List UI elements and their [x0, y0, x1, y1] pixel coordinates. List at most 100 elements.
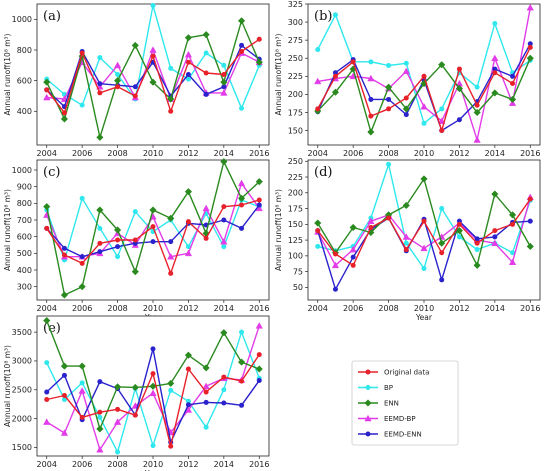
data-point-bp — [150, 443, 156, 449]
data-point-bp — [185, 244, 191, 250]
data-point-bp — [368, 59, 374, 65]
data-point-enn — [349, 223, 357, 232]
data-point-enn — [131, 41, 139, 50]
data-point-eemd-bp — [491, 54, 499, 62]
data-point-enn — [167, 95, 175, 103]
x-tick-label: 2016 — [249, 304, 269, 313]
data-point-eemd-enn — [203, 399, 209, 405]
data-point-enn — [149, 206, 157, 214]
data-point-eemd-bp — [184, 249, 193, 257]
data-point-original-data — [97, 409, 103, 415]
y-tick-label: 3500 — [12, 328, 32, 337]
data-point-bp — [510, 250, 516, 256]
data-point-eemd-bp — [202, 204, 210, 212]
data-point-enn — [220, 158, 228, 166]
legend-marker — [365, 431, 371, 437]
data-point-original-data — [150, 371, 156, 377]
x-tick-label: 2016 — [520, 304, 540, 313]
data-point-original-data — [439, 128, 445, 134]
data-point-eemd-bp — [438, 117, 446, 124]
chart-panel-3: 300 400 500 600 700 800 900 1000 2004 2006 2008 201… — [3, 158, 269, 322]
legend-item-original-data: Original data — [358, 369, 429, 377]
data-point-bp — [386, 161, 392, 167]
data-point-enn — [508, 95, 517, 104]
x-tick-label: 2014 — [214, 460, 234, 469]
data-point-bp — [421, 265, 427, 271]
y-axis-label: Annual runoff(10⁸ m³) — [3, 33, 12, 115]
data-point-bp — [97, 414, 103, 420]
data-point-eemd-enn — [256, 202, 262, 208]
data-point-eemd-bp — [149, 389, 157, 397]
series-original-data — [44, 352, 262, 449]
data-point-eemd-enn — [239, 225, 245, 231]
data-point-bp — [474, 84, 480, 90]
data-point-original-data — [185, 59, 191, 65]
data-point-eemd-bp — [184, 50, 193, 58]
data-point-enn — [78, 362, 86, 370]
x-tick-label: 2006 — [343, 149, 363, 158]
data-point-enn — [167, 214, 175, 222]
data-point-original-data — [239, 49, 245, 55]
y-tick-label: 900 — [17, 182, 32, 191]
data-point-bp — [403, 240, 409, 246]
data-point-enn — [473, 108, 481, 117]
data-point-original-data — [474, 240, 480, 246]
data-point-eemd-bp — [402, 233, 410, 240]
data-point-enn — [220, 329, 228, 337]
x-tick-label: 2004 — [308, 304, 328, 313]
data-point-bp — [115, 449, 121, 455]
x-tick-label: 2016 — [249, 149, 269, 158]
data-point-eemd-bp — [220, 237, 228, 245]
data-point-original-data — [132, 412, 138, 418]
data-point-enn — [384, 83, 393, 91]
data-point-original-data — [61, 110, 67, 116]
data-point-eemd-bp — [220, 89, 228, 96]
data-point-enn — [255, 178, 263, 186]
data-point-bp — [439, 206, 445, 212]
x-tick-label: 2004 — [308, 149, 328, 158]
y-tick-label: 600 — [17, 76, 32, 85]
data-point-enn — [255, 365, 263, 373]
data-point-original-data — [386, 106, 392, 112]
data-point-enn — [96, 425, 104, 433]
data-point-enn — [237, 17, 246, 25]
data-point-bp — [97, 55, 103, 61]
x-tick-label: 2012 — [178, 460, 198, 469]
data-point-eemd-enn — [150, 239, 156, 245]
chart-panel-1: 400 600 800 1000 2004 2006 2008 2010 2012 2014 201… — [3, 3, 269, 167]
data-point-eemd-bp — [473, 136, 481, 143]
data-point-original-data — [492, 70, 498, 76]
data-point-enn — [43, 316, 51, 325]
data-point-original-data — [221, 72, 227, 77]
x-tick-label: 2004 — [37, 460, 57, 469]
series-enn — [43, 158, 263, 299]
data-point-eemd-enn — [221, 400, 227, 406]
data-point-eemd-enn — [256, 378, 262, 384]
data-point-original-data — [315, 106, 321, 112]
data-point-eemd-enn — [61, 245, 67, 251]
x-tick-label: 2010 — [143, 149, 163, 158]
series-enn — [314, 54, 534, 136]
data-point-enn — [220, 78, 228, 86]
data-point-enn — [131, 383, 139, 392]
data-point-eemd-bp — [420, 102, 428, 110]
data-point-original-data — [439, 250, 445, 256]
data-point-bp — [61, 397, 67, 403]
plot-area — [307, 159, 541, 301]
data-point-original-data — [61, 252, 67, 258]
legend-box — [351, 360, 459, 446]
data-point-eemd-enn — [527, 218, 533, 224]
data-point-original-data — [203, 389, 209, 395]
data-point-original-data — [421, 218, 427, 224]
x-tick-label: 2006 — [72, 460, 92, 469]
data-point-enn — [255, 58, 263, 66]
y-tick-label: 275 — [288, 36, 303, 45]
y-axis-label: Annual runoff(10⁸ m³) — [274, 189, 283, 271]
data-point-eemd-bp — [96, 445, 104, 453]
data-point-original-data — [97, 240, 103, 246]
y-tick-label: 3000 — [12, 357, 32, 366]
data-point-bp — [168, 387, 174, 393]
data-point-original-data — [527, 44, 533, 50]
x-tick-label: 2016 — [520, 149, 540, 158]
x-tick-label: 2010 — [143, 304, 163, 313]
